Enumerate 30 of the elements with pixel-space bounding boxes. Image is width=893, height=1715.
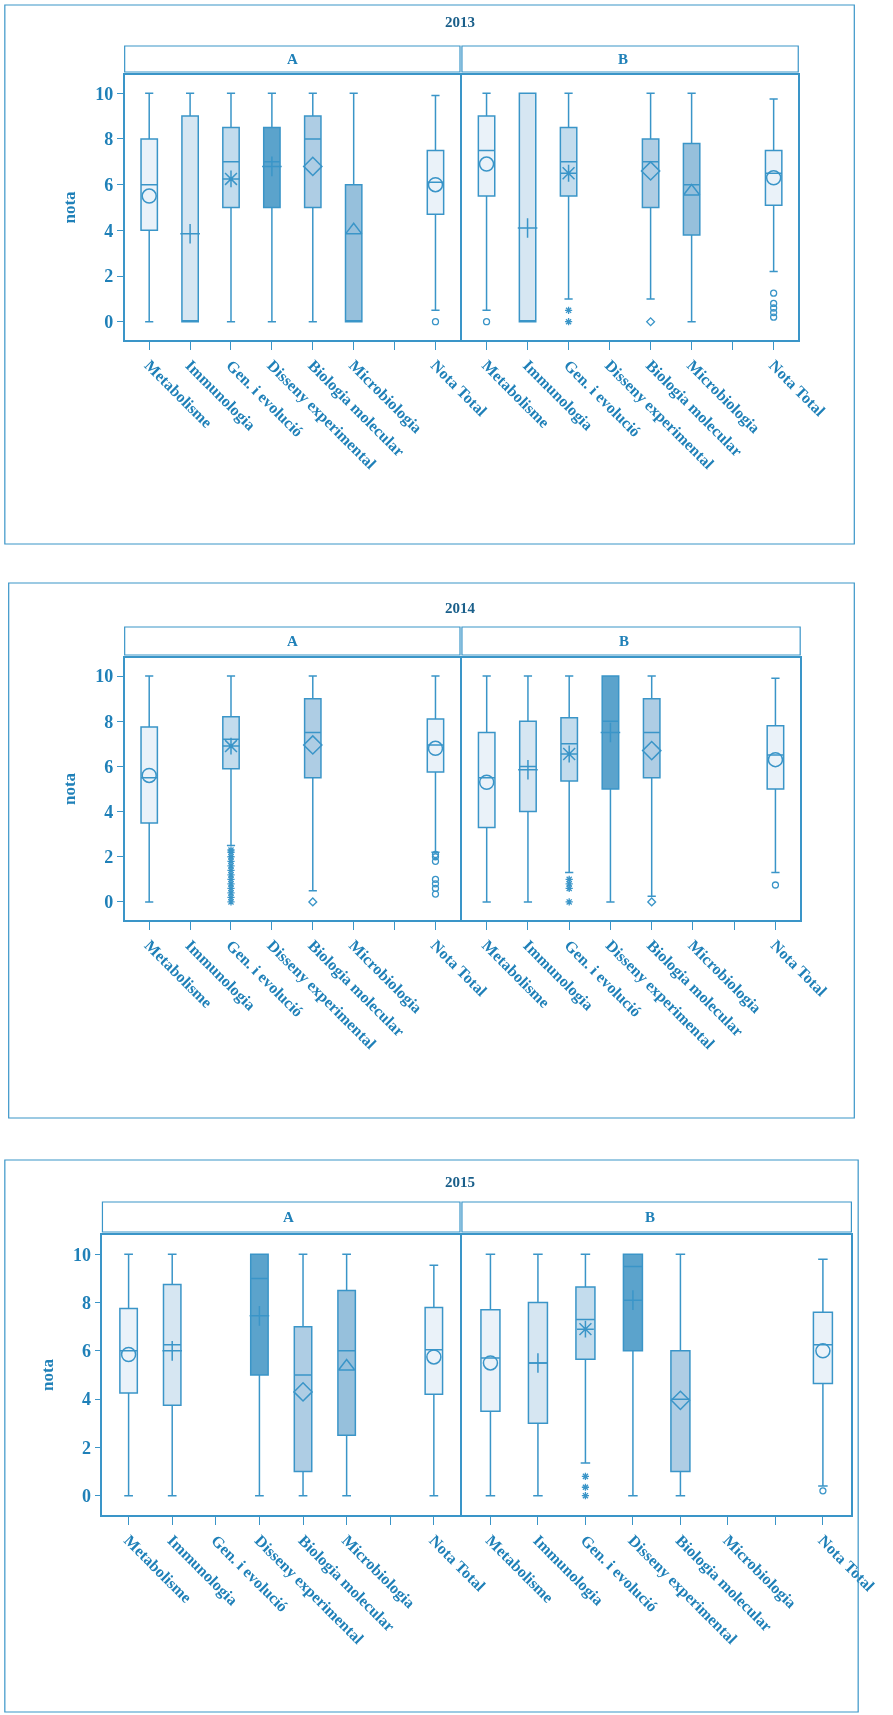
y-tick-label: 8 — [104, 711, 114, 732]
y-axis-title: nota — [38, 1358, 58, 1392]
chart-subtitle: A — [287, 51, 298, 67]
y-tick-label: 4 — [104, 220, 114, 241]
y-tick-label: 10 — [95, 83, 114, 104]
y-tick-label: 2 — [104, 847, 114, 868]
y-tick-label: 8 — [104, 129, 114, 150]
chart-subtitle: B — [619, 633, 630, 649]
y-tick-label: 6 — [104, 756, 114, 777]
y-tick-label: 4 — [104, 801, 114, 822]
chart-subtitle: B — [645, 1209, 656, 1225]
y-axis-title: nota — [60, 772, 80, 806]
y-tick-label: 0 — [104, 312, 114, 333]
y-tick-label: 10 — [95, 666, 114, 687]
y-tick-label: 0 — [82, 1485, 92, 1506]
y-tick-label: 2 — [104, 266, 114, 287]
chart-subtitle: B — [618, 51, 629, 67]
y-tick-label: 6 — [82, 1341, 92, 1362]
y-tick-label: 0 — [104, 892, 114, 913]
chart-subtitle: A — [287, 633, 298, 649]
chart-subtitle: A — [283, 1209, 294, 1225]
y-tick-label: 4 — [82, 1389, 92, 1410]
y-tick-label: 6 — [104, 174, 114, 195]
chart-title: 2014 — [445, 600, 476, 616]
y-tick-label: 10 — [73, 1244, 92, 1265]
y-tick-label: 2 — [82, 1437, 92, 1458]
chart-title: 2013 — [445, 14, 475, 30]
y-tick-label: 8 — [82, 1292, 92, 1313]
y-axis-title: nota — [60, 190, 80, 224]
chart-title: 2015 — [445, 1174, 475, 1190]
